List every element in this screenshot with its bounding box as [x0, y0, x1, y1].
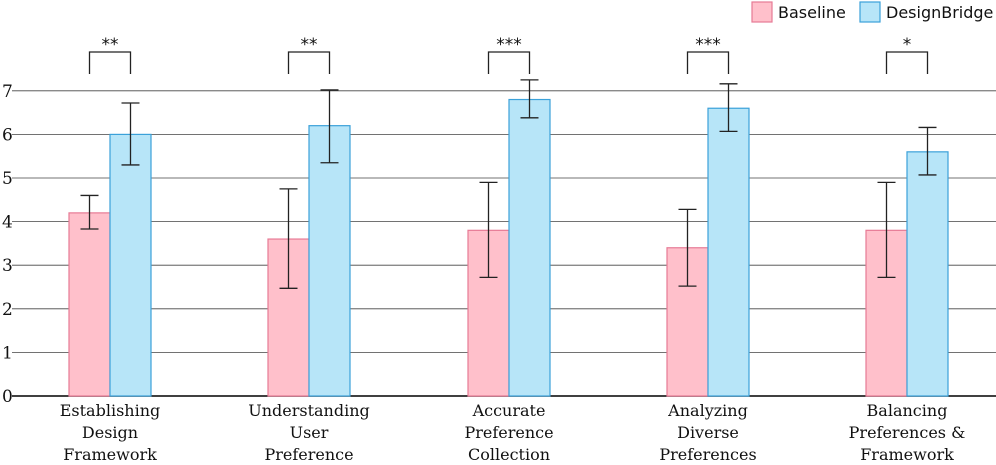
- significance-label: *: [903, 35, 912, 55]
- y-tick-label: 1: [2, 343, 13, 363]
- y-tick-label: 4: [2, 213, 13, 233]
- significance-brackets: ** ** *** *** *: [88, 35, 929, 74]
- x-axis-labels: Establishing Design Framework Understanding…: [60, 401, 966, 464]
- significance-bracket-1: **: [287, 35, 331, 74]
- legend-swatch: [859, 1, 881, 23]
- error-bar-designbridge-3: [719, 83, 738, 132]
- legend-item-designbridge: DesignBridge: [859, 1, 993, 23]
- error-bar-designbridge-1: [320, 89, 339, 164]
- error-bar-designbridge-2: [520, 79, 539, 119]
- bar-designbridge-4: [906, 151, 949, 397]
- bar-designbridge-0: [109, 133, 152, 397]
- y-tick-label: 3: [2, 256, 13, 276]
- x-tick-label: Analyzing Diverse Preferences: [659, 401, 756, 464]
- error-bars: [80, 79, 937, 289]
- grid-lines: [12, 90, 996, 397]
- error-bar-designbridge-4: [918, 126, 937, 176]
- bar-designbridge-1: [308, 125, 351, 397]
- significance-bracket-3: ***: [686, 35, 730, 74]
- error-bar-baseline-0: [80, 194, 99, 230]
- y-tick-label: 6: [2, 125, 13, 145]
- y-tick-label: 2: [2, 300, 13, 320]
- y-tick-label: 0: [2, 387, 13, 407]
- y-tick-label: 7: [2, 82, 13, 102]
- significance-bracket-0: **: [88, 35, 132, 74]
- significance-bracket-2: ***: [487, 35, 531, 74]
- significance-label: **: [301, 35, 318, 55]
- legend-label: DesignBridge: [886, 3, 993, 22]
- bar-designbridge-2: [508, 98, 551, 397]
- x-tick-label: Accurate Preference Collection: [464, 401, 553, 464]
- bar-baseline-0: [68, 212, 111, 397]
- y-axis-ticks: 0 1 2 3 4 5 6 7: [2, 82, 13, 407]
- x-tick-label: Establishing Design Framework: [60, 401, 161, 464]
- legend-label: Baseline: [778, 3, 846, 22]
- significance-label: **: [102, 35, 119, 55]
- y-tick-label: 5: [2, 169, 13, 189]
- significance-label: ***: [695, 35, 721, 55]
- error-bar-baseline-3: [678, 208, 697, 287]
- legend: Baseline DesignBridge: [751, 1, 993, 23]
- significance-label: ***: [496, 35, 522, 55]
- error-bar-baseline-4: [877, 181, 896, 279]
- bar-designbridge-3: [707, 107, 750, 397]
- bars: [68, 98, 949, 397]
- legend-swatch: [751, 1, 773, 23]
- error-bar-baseline-2: [479, 181, 498, 279]
- error-bar-baseline-1: [279, 188, 298, 289]
- x-tick-label: Understanding User Preference: [248, 401, 370, 464]
- error-bar-designbridge-0: [121, 102, 140, 166]
- legend-item-baseline: Baseline: [751, 1, 846, 23]
- x-tick-label: Balancing Preferences & Framework: [849, 401, 966, 464]
- significance-bracket-4: *: [885, 35, 929, 74]
